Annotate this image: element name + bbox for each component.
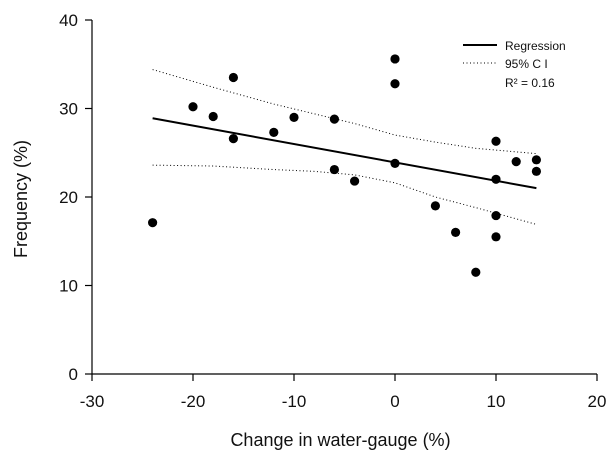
data-point [188, 102, 198, 112]
x-tick-label: -20 [181, 392, 206, 411]
data-point [491, 232, 501, 242]
data-point [329, 164, 339, 175]
x-tick-label: -30 [80, 392, 105, 411]
legend: Regression 95% C I R² = 0.16 [463, 39, 566, 90]
data-point [228, 133, 238, 144]
data-point [491, 174, 501, 184]
x-ticks: -30 -20 -10 0 10 20 [80, 374, 607, 411]
data-point [289, 112, 299, 122]
data-point [148, 218, 158, 228]
data-point [390, 54, 400, 64]
y-tick-label: 0 [69, 365, 78, 384]
data-point [390, 158, 400, 168]
x-axis-title: Change in water-gauge (%) [230, 430, 450, 450]
y-tick-label: 10 [59, 277, 78, 296]
x-tick-label: 20 [588, 392, 607, 411]
y-ticks: 0 10 20 30 40 [59, 11, 92, 384]
data-point [269, 127, 279, 137]
legend-label-ci: 95% C I [505, 57, 548, 71]
data-point [430, 201, 440, 211]
y-tick-label: 40 [59, 11, 78, 30]
y-axis-title: Frequency (%) [11, 140, 31, 258]
data-point [350, 176, 360, 186]
data-point [451, 227, 461, 237]
r-squared-annotation: R² = 0.16 [505, 76, 555, 90]
data-point [531, 166, 542, 176]
confidence-band-line [152, 164, 537, 225]
series-layer [148, 54, 542, 277]
data-point [491, 210, 501, 221]
y-tick-label: 20 [59, 188, 78, 207]
data-point [491, 136, 501, 146]
x-tick-label: 0 [390, 392, 399, 411]
data-point [390, 79, 400, 89]
y-tick-label: 30 [59, 100, 78, 119]
x-tick-label: -10 [282, 392, 307, 411]
x-tick-label: 10 [487, 392, 506, 411]
data-point [471, 267, 481, 277]
data-point [329, 114, 339, 124]
axes: -30 -20 -10 0 10 20 0 10 20 30 40 [59, 11, 606, 411]
legend-label-regression: Regression [505, 39, 566, 53]
data-point [531, 155, 542, 165]
confidence-band-line [152, 69, 537, 155]
regression-line [152, 117, 537, 190]
data-point [511, 157, 521, 167]
data-point [208, 111, 218, 122]
data-point [228, 72, 238, 83]
